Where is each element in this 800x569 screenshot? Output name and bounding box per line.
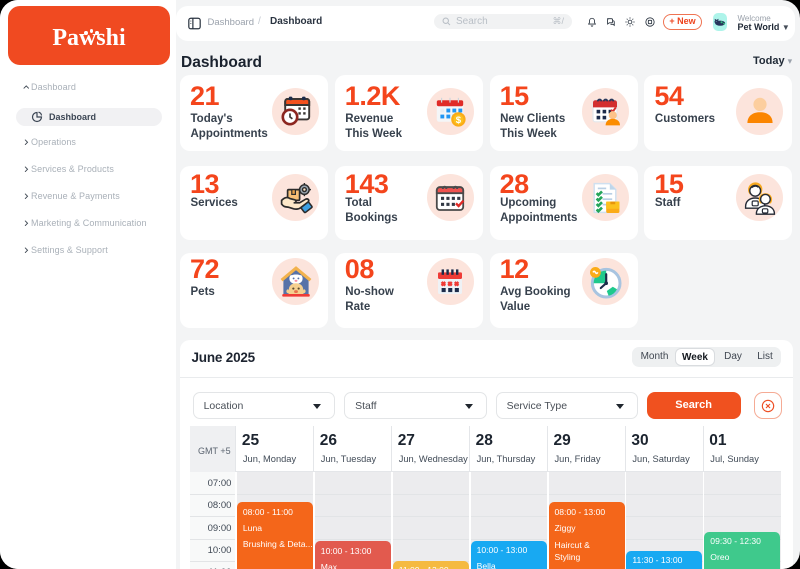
svg-text:$: $: [456, 115, 462, 126]
